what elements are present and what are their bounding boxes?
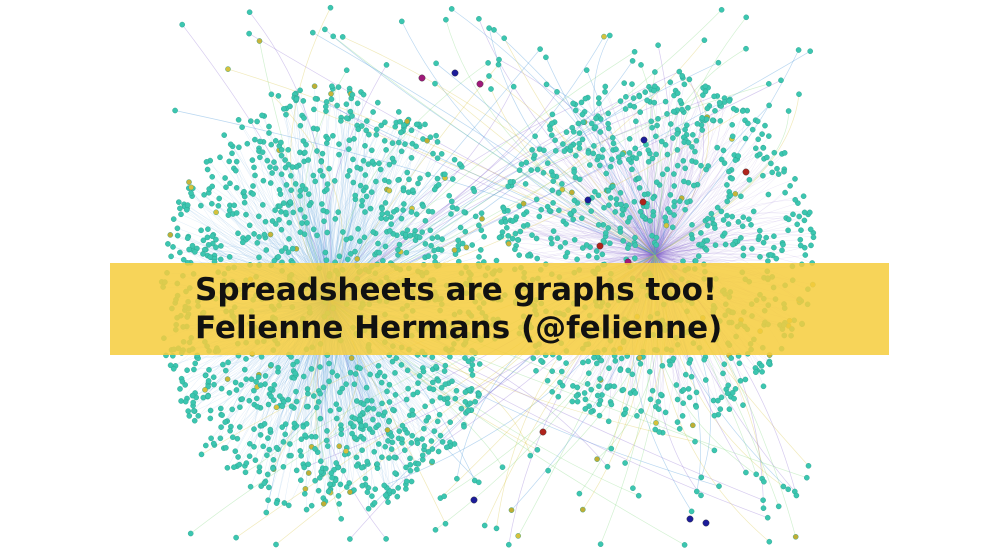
slide-subtitle: Felienne Hermans (@felienne) bbox=[195, 310, 723, 346]
title-banner: Spreadsheets are graphs too! Felienne He… bbox=[110, 263, 889, 355]
slide-title: Spreadsheets are graphs too! bbox=[195, 272, 718, 308]
